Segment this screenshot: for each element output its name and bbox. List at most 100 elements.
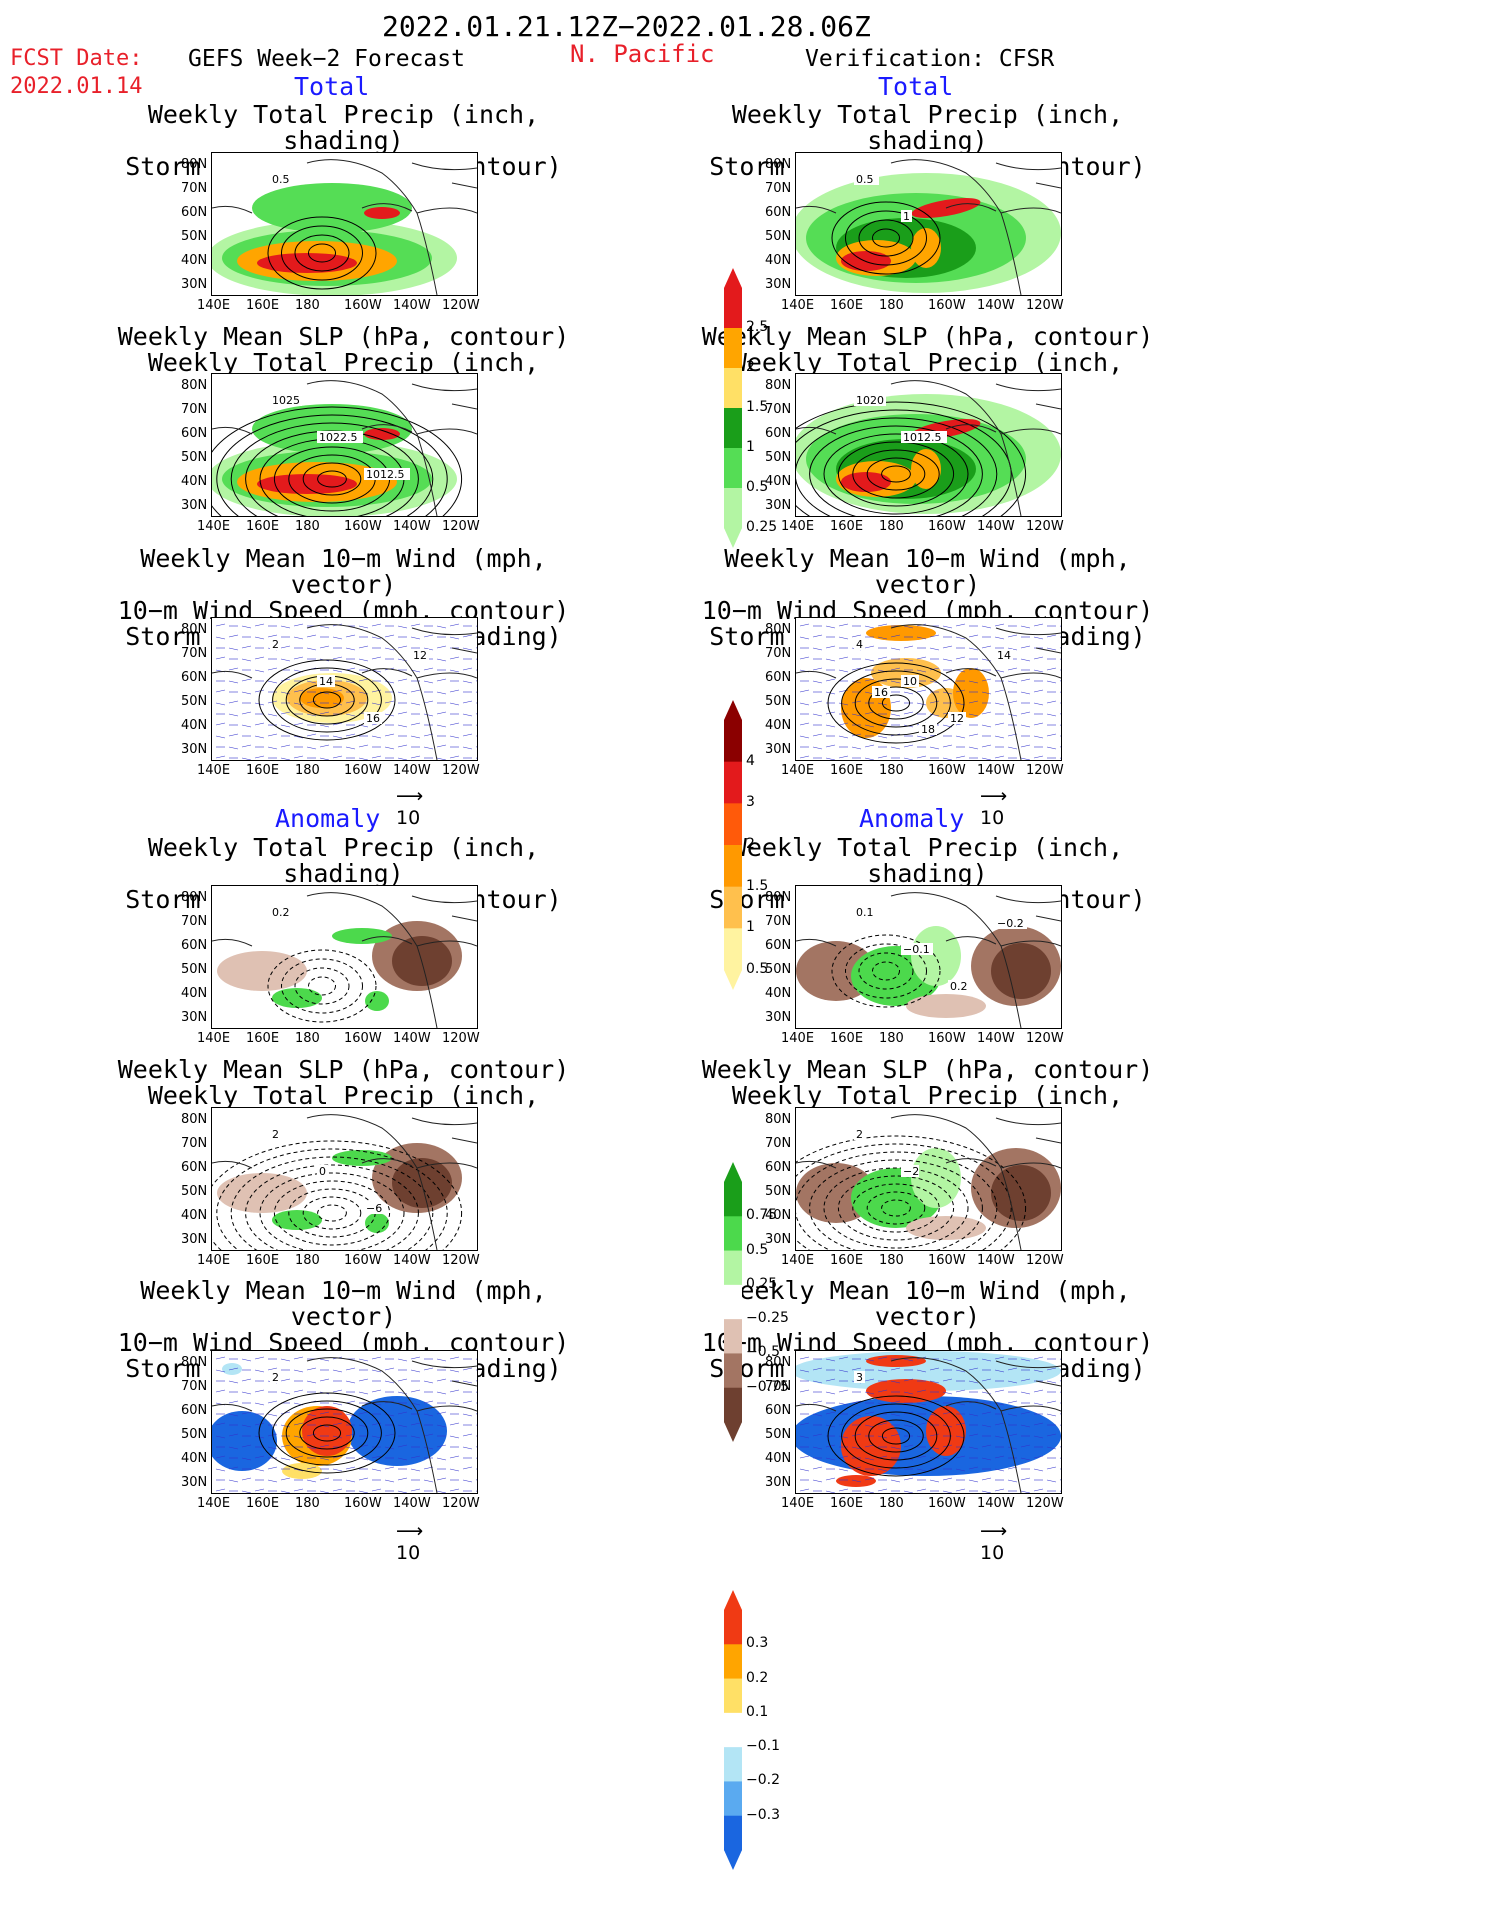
wind-vector xyxy=(293,1455,304,1459)
wind-vector xyxy=(1007,746,1018,750)
contour-label-bg xyxy=(854,1371,865,1383)
wind-vector xyxy=(280,691,291,695)
wind-vector xyxy=(462,1413,473,1417)
wind-vector xyxy=(916,656,927,660)
wind-vector xyxy=(1020,691,1031,695)
wind-vector xyxy=(968,1413,979,1417)
panel-title-line: Weekly Total Precip (inch, shading) xyxy=(147,833,540,888)
wind-vector xyxy=(981,711,992,715)
wind-vector xyxy=(851,733,862,737)
wind-vector xyxy=(903,625,914,629)
wind-vector xyxy=(384,1413,395,1417)
wind-vector xyxy=(332,656,343,660)
track-anom-shade xyxy=(212,1411,277,1471)
wind-vector xyxy=(410,735,421,739)
track-anom-shade xyxy=(347,1396,447,1466)
contour-label: 1 xyxy=(903,210,910,223)
wind-vector xyxy=(215,623,226,627)
wind-speed-contour xyxy=(868,686,924,720)
wind-vector xyxy=(241,658,252,662)
wind-vector xyxy=(215,1488,226,1492)
wind-vector xyxy=(877,1356,888,1360)
colorbar-segment xyxy=(724,408,742,449)
wind-vector xyxy=(228,667,239,671)
wind-vector xyxy=(228,700,239,704)
precip-shade xyxy=(252,404,412,454)
wind-vector xyxy=(1033,1435,1044,1439)
wind-vector xyxy=(371,623,382,627)
colorbar-label: 0.5 xyxy=(746,1241,769,1258)
wind-vector xyxy=(812,713,823,717)
slp-contour xyxy=(273,1180,391,1246)
wind-vector xyxy=(929,1479,940,1483)
wind-vector xyxy=(1059,680,1061,682)
wind-vector xyxy=(968,1380,979,1384)
wind-vector xyxy=(994,1356,1005,1360)
wind-vector xyxy=(1046,1446,1057,1450)
wind-vector xyxy=(436,724,447,728)
wind-vector xyxy=(1059,1457,1061,1459)
wind-vector xyxy=(410,689,421,693)
map-gefs-precip_track-total: 0.5 xyxy=(211,152,478,296)
wind-vector xyxy=(968,700,979,704)
wind-vector xyxy=(929,634,940,638)
map-cfsr-wind_track-anomaly: 3 xyxy=(795,1350,1062,1494)
lat-tick-label: 50N xyxy=(181,1427,208,1442)
wind-vector xyxy=(955,1468,966,1472)
wind-vector xyxy=(397,744,408,748)
wind-vector xyxy=(1046,667,1057,671)
wind-vector xyxy=(436,691,447,695)
wind-vector xyxy=(345,1367,356,1371)
map-cfsr-precip_track-total: 0.5 1 xyxy=(795,152,1062,296)
contour-label-bg xyxy=(317,675,335,687)
track-density-shade xyxy=(871,658,941,688)
lon-tick-label: 180 xyxy=(879,1031,904,1046)
colorbar-label: 0.2 xyxy=(746,1669,769,1686)
wind-vector xyxy=(864,1457,875,1461)
wind-vector xyxy=(280,1411,291,1415)
wind-vector xyxy=(1059,1391,1061,1393)
lon-tick-label: 140E xyxy=(781,763,815,778)
wind-vector xyxy=(280,757,291,760)
slp-contour xyxy=(796,1135,1027,1250)
contour-label-bg xyxy=(901,1165,919,1177)
wind-vector xyxy=(475,658,477,660)
wind-vector xyxy=(916,1455,927,1459)
lon-tick-label: 180 xyxy=(295,1031,320,1046)
wind-vector xyxy=(825,658,836,662)
wind-vector xyxy=(1046,746,1057,750)
wind-vector xyxy=(358,744,369,748)
colorbar-end-triangle xyxy=(724,1590,742,1610)
wind-vector xyxy=(812,1400,823,1404)
coastline xyxy=(212,1357,477,1493)
precip-shade xyxy=(841,472,891,492)
wind-vector xyxy=(942,1391,953,1395)
colorbar-segment xyxy=(724,448,742,489)
wind-vector xyxy=(825,678,836,682)
colorbar-label: −0.3 xyxy=(746,1806,780,1823)
map-cfsr-precip_track-anomaly: 0.1 −0.1 0.2 −0.2 xyxy=(795,885,1062,1029)
wind-vector xyxy=(1046,634,1057,638)
wind-vector xyxy=(903,658,914,662)
panel-title-gefs-0: Weekly Total Precip (inch, shading) Storm… xyxy=(114,102,574,180)
wind-vector xyxy=(306,733,317,737)
precip-anom-shade xyxy=(991,943,1051,999)
wind-vector xyxy=(384,700,395,704)
wind-vector xyxy=(942,658,953,662)
lon-tick-label: 140W xyxy=(977,519,1015,534)
colorbar-segment xyxy=(724,886,742,929)
wind-vector xyxy=(838,1435,849,1439)
wind-vector xyxy=(280,724,291,728)
wind-vector xyxy=(825,757,836,760)
lon-tick-label: 160E xyxy=(246,763,280,778)
colorbar-label: 0.1 xyxy=(746,1703,769,1720)
lon-tick-label: 180 xyxy=(879,1253,904,1268)
wind-vector xyxy=(942,645,953,649)
left-model-title: GEFS Week−2 Forecast xyxy=(188,46,465,72)
lat-tick-label: 60N xyxy=(181,1160,208,1175)
contour-label-bg xyxy=(854,394,886,406)
wind-vector xyxy=(812,1413,823,1417)
wind-vector xyxy=(423,1433,434,1437)
wind-vector xyxy=(1020,711,1031,715)
wind-vector xyxy=(228,680,239,684)
